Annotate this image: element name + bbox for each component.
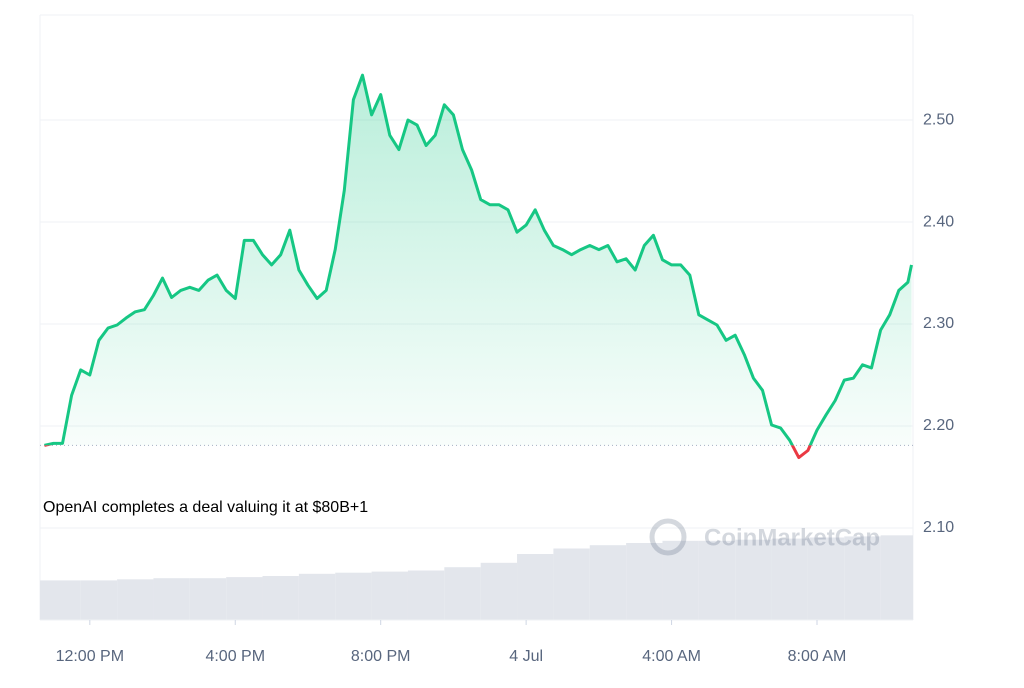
annotation: OpenAI completes a deal valuing it at $8…	[43, 499, 368, 516]
volume-bar	[880, 535, 913, 620]
x-tick-label: 4:00 PM	[205, 648, 265, 665]
volume-bar	[844, 536, 881, 620]
price-area	[44, 75, 912, 446]
volume-bar	[335, 572, 372, 620]
volume-bar	[662, 540, 699, 620]
volume-bar	[771, 538, 808, 620]
volume-bar	[371, 571, 408, 620]
y-tick-label: 2.20	[923, 417, 954, 434]
watermark: CoinMarketCap	[649, 518, 880, 556]
volume-bar	[226, 577, 263, 620]
x-tick-label: 8:00 AM	[788, 648, 847, 665]
volume-bar	[40, 580, 81, 620]
volume-bar	[298, 573, 336, 620]
price-line	[44, 73, 913, 446]
y-tick-label: 2.40	[923, 213, 954, 230]
volume-bar	[589, 545, 627, 620]
x-tick-label: 4:00 AM	[642, 648, 701, 665]
volume-bar	[807, 537, 845, 620]
watermark-text: CoinMarketCap	[704, 524, 880, 551]
volume-bar	[735, 539, 772, 620]
y-tick-label: 2.30	[923, 315, 954, 332]
volume-bar	[626, 543, 663, 620]
y-tick-label: 2.50	[923, 111, 954, 128]
volume-bar	[444, 567, 481, 620]
x-tick-label: 4 Jul	[509, 648, 543, 665]
volume-bar	[407, 570, 445, 620]
volume-bar	[117, 579, 154, 620]
volume-bar	[480, 562, 518, 620]
volume-bar	[517, 554, 554, 620]
volume-bar	[80, 580, 118, 620]
x-tick-label: 8:00 PM	[351, 648, 411, 665]
y-tick-label: 2.10	[923, 519, 954, 536]
volume-bar	[153, 578, 190, 620]
volume-bar	[189, 578, 227, 620]
volume-bar	[553, 548, 590, 620]
volume-bar	[698, 540, 736, 620]
volume-bar	[262, 576, 299, 620]
x-tick-label: 12:00 PM	[56, 648, 124, 665]
